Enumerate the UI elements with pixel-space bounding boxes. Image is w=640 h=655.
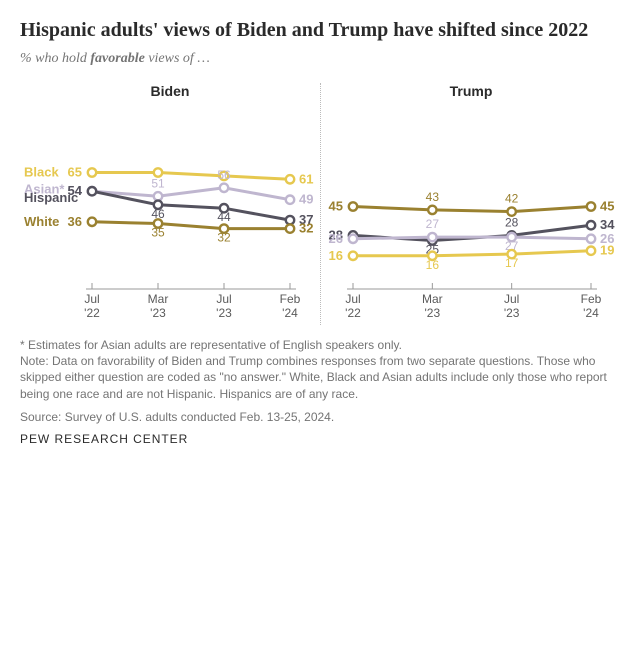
svg-text:36: 36 — [68, 214, 82, 229]
svg-text:Jul: Jul — [84, 292, 99, 306]
svg-text:35: 35 — [151, 226, 165, 240]
svg-text:16: 16 — [329, 248, 343, 263]
svg-text:Hispanic: Hispanic — [24, 190, 78, 205]
svg-text:44: 44 — [217, 210, 231, 224]
svg-text:'23: '23 — [150, 306, 166, 320]
svg-text:45: 45 — [600, 199, 614, 214]
svg-text:Jul: Jul — [504, 292, 519, 306]
svg-text:45: 45 — [329, 199, 343, 214]
panel-title-biden: Biden — [20, 83, 320, 99]
svg-text:Feb: Feb — [280, 292, 301, 306]
svg-text:51: 51 — [151, 176, 165, 190]
svg-text:Black: Black — [24, 165, 59, 180]
subtitle-bold: favorable — [90, 51, 144, 66]
footnote-asterisk: * Estimates for Asian adults are represe… — [20, 337, 620, 353]
svg-text:'23: '23 — [425, 306, 441, 320]
svg-text:'22: '22 — [345, 306, 361, 320]
svg-text:43: 43 — [426, 190, 440, 204]
panel-trump: Trump Jul'22Mar'23Jul'23Feb'244545434228… — [320, 83, 621, 325]
svg-text:'23: '23 — [504, 306, 520, 320]
svg-text:56: 56 — [217, 168, 231, 182]
svg-text:Jul: Jul — [216, 292, 231, 306]
plot-biden: Jul'22Mar'23Jul'23Feb'246561544951565437… — [20, 105, 320, 325]
charts-container: Biden Jul'22Mar'23Jul'23Feb'246561544951… — [20, 83, 620, 325]
source-line: Source: Survey of U.S. adults conducted … — [20, 410, 620, 424]
subtitle-pre: % who hold — [20, 51, 90, 66]
svg-text:16: 16 — [426, 258, 440, 272]
panel-title-trump: Trump — [321, 83, 621, 99]
svg-text:49: 49 — [299, 192, 313, 207]
svg-text:'22: '22 — [84, 306, 100, 320]
chart-title: Hispanic adults' views of Biden and Trum… — [20, 18, 620, 43]
svg-text:17: 17 — [505, 256, 519, 270]
svg-text:28: 28 — [505, 215, 519, 229]
svg-text:42: 42 — [505, 192, 519, 206]
svg-text:Jul: Jul — [345, 292, 360, 306]
svg-text:Mar: Mar — [422, 292, 443, 306]
svg-text:'23: '23 — [216, 306, 232, 320]
chart-subtitle: % who hold favorable views of … — [20, 51, 620, 67]
svg-text:'24: '24 — [583, 306, 599, 320]
svg-text:Feb: Feb — [581, 292, 602, 306]
footnote-note: Note: Data on favorability of Biden and … — [20, 353, 620, 402]
svg-text:65: 65 — [68, 165, 82, 180]
svg-text:White: White — [24, 214, 59, 229]
svg-text:27: 27 — [426, 217, 440, 231]
svg-text:61: 61 — [299, 171, 313, 186]
svg-text:26: 26 — [329, 231, 343, 246]
svg-text:Mar: Mar — [148, 292, 169, 306]
svg-text:19: 19 — [600, 243, 614, 258]
brand: PEW RESEARCH CENTER — [20, 432, 620, 446]
svg-text:32: 32 — [217, 231, 231, 245]
svg-text:32: 32 — [299, 221, 313, 236]
panel-biden: Biden Jul'22Mar'23Jul'23Feb'246561544951… — [20, 83, 320, 325]
subtitle-post: views of … — [145, 51, 210, 66]
plot-trump: Jul'22Mar'23Jul'23Feb'244545434228342528… — [321, 105, 621, 325]
svg-text:'24: '24 — [282, 306, 298, 320]
footnotes: * Estimates for Asian adults are represe… — [20, 337, 620, 402]
